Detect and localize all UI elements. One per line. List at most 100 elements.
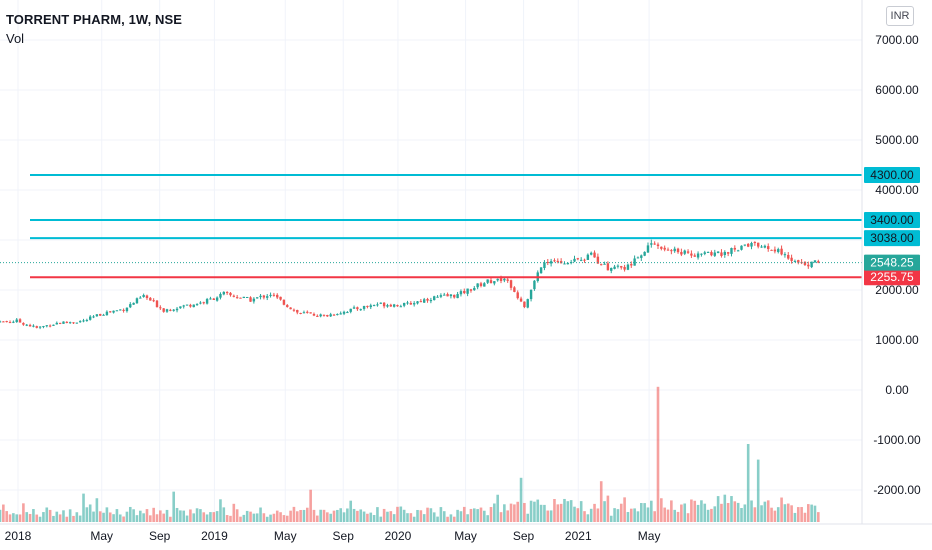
horizontal-levels[interactable]: [0, 174, 862, 279]
volume-bar: [132, 509, 135, 522]
volume-bar: [469, 508, 473, 522]
volume-bar: [429, 508, 433, 522]
volume-bar: [763, 501, 767, 522]
candle-body: [710, 252, 713, 256]
volume-bar: [409, 513, 413, 522]
candle-body: [306, 311, 309, 313]
candle-body: [18, 319, 22, 323]
candle-body: [556, 260, 559, 262]
candle-body: [276, 294, 279, 298]
volume-bar: [706, 509, 710, 522]
candle-body: [376, 304, 379, 306]
volume-bar: [613, 508, 616, 522]
volume-bar: [643, 503, 646, 522]
volume-bar: [372, 515, 376, 522]
candle-body: [673, 248, 676, 252]
candle-body: [726, 252, 730, 254]
volume-bar: [623, 497, 626, 522]
volume-bar: [753, 507, 757, 522]
volume-bar: [660, 498, 663, 522]
candle-body: [52, 324, 55, 326]
volume-bar: [466, 514, 469, 522]
volume-bar: [205, 514, 209, 522]
candle-body: [549, 261, 553, 264]
volume-bar: [149, 515, 152, 522]
volume-bar: [509, 503, 513, 522]
volume-bar: [609, 515, 613, 522]
candle-body: [590, 252, 593, 255]
volume-bar: [349, 500, 353, 522]
price-axis[interactable]: 7000.006000.005000.004000.003000.002000.…: [873, 33, 921, 497]
volume-bar: [426, 507, 429, 522]
volume-bar: [62, 510, 65, 522]
candle-body: [0, 321, 2, 323]
volume-bar: [810, 504, 813, 522]
volume-bar: [549, 510, 553, 522]
volume-bar: [72, 515, 75, 522]
volume-bar: [539, 504, 543, 522]
volume-bar: [733, 501, 737, 522]
candle-body: [640, 255, 643, 258]
volume-bar: [379, 516, 383, 522]
x-tick-label: Sep: [333, 529, 355, 543]
volume-bar: [55, 511, 59, 522]
candle-body: [579, 259, 583, 261]
volume-bar: [376, 507, 379, 522]
volume-bar: [716, 496, 720, 522]
symbol-title[interactable]: TORRENT PHARM, 1W, NSE: [6, 12, 183, 27]
volume-bar: [776, 507, 780, 522]
level-badge: [864, 230, 920, 247]
volume-bar: [352, 508, 356, 522]
volume-bar: [686, 513, 690, 522]
volume-bar: [162, 513, 165, 522]
candle-body: [5, 321, 8, 323]
x-tick-label: Sep: [149, 529, 171, 543]
candle-body: [289, 307, 292, 310]
candle-body: [513, 287, 516, 292]
volume-bar: [192, 513, 196, 522]
candle-body: [99, 314, 102, 316]
candle-body: [523, 301, 526, 308]
volume-bar: [529, 500, 533, 522]
candle-body: [653, 243, 656, 245]
candle-body: [279, 296, 282, 300]
candle-body: [169, 309, 172, 311]
candle-body: [453, 294, 456, 298]
volume-bar: [285, 515, 289, 522]
candle-body: [456, 294, 459, 299]
y-tick-label: -1000.00: [873, 433, 921, 447]
volume-bar: [392, 514, 396, 522]
volume-bar: [222, 507, 226, 522]
volume-bar: [219, 499, 222, 522]
candle-body: [683, 250, 686, 254]
time-axis[interactable]: 2018 May Sep 2019 May Sep 2020 May Sep 2021 May: [5, 529, 661, 543]
volume-bar: [499, 512, 503, 522]
candle-body: [102, 314, 105, 316]
candle-body: [339, 313, 342, 315]
candle-body: [526, 299, 529, 308]
volume-bar: [142, 513, 145, 522]
candle-body: [716, 251, 720, 254]
candle-body: [199, 302, 202, 304]
candle-body: [92, 316, 95, 318]
currency-button[interactable]: INR: [886, 6, 914, 26]
candle-body: [212, 298, 215, 300]
volume-bar: [780, 497, 783, 522]
candle-body: [336, 314, 339, 316]
candle-body: [65, 321, 69, 323]
volume-bar: [760, 505, 763, 522]
candle-body: [159, 307, 162, 309]
volume-bar: [439, 507, 443, 522]
volume-bar: [663, 507, 666, 522]
candle-body: [606, 263, 610, 271]
volume-bar: [616, 509, 620, 522]
volume-bar: [556, 504, 560, 522]
volume-bar: [750, 500, 753, 522]
volume-label[interactable]: Vol: [6, 31, 25, 46]
volume-bar: [493, 503, 496, 522]
candle-body: [810, 261, 813, 268]
candle-body: [787, 254, 790, 259]
volume-bar: [319, 509, 322, 522]
candle-body: [476, 283, 479, 288]
